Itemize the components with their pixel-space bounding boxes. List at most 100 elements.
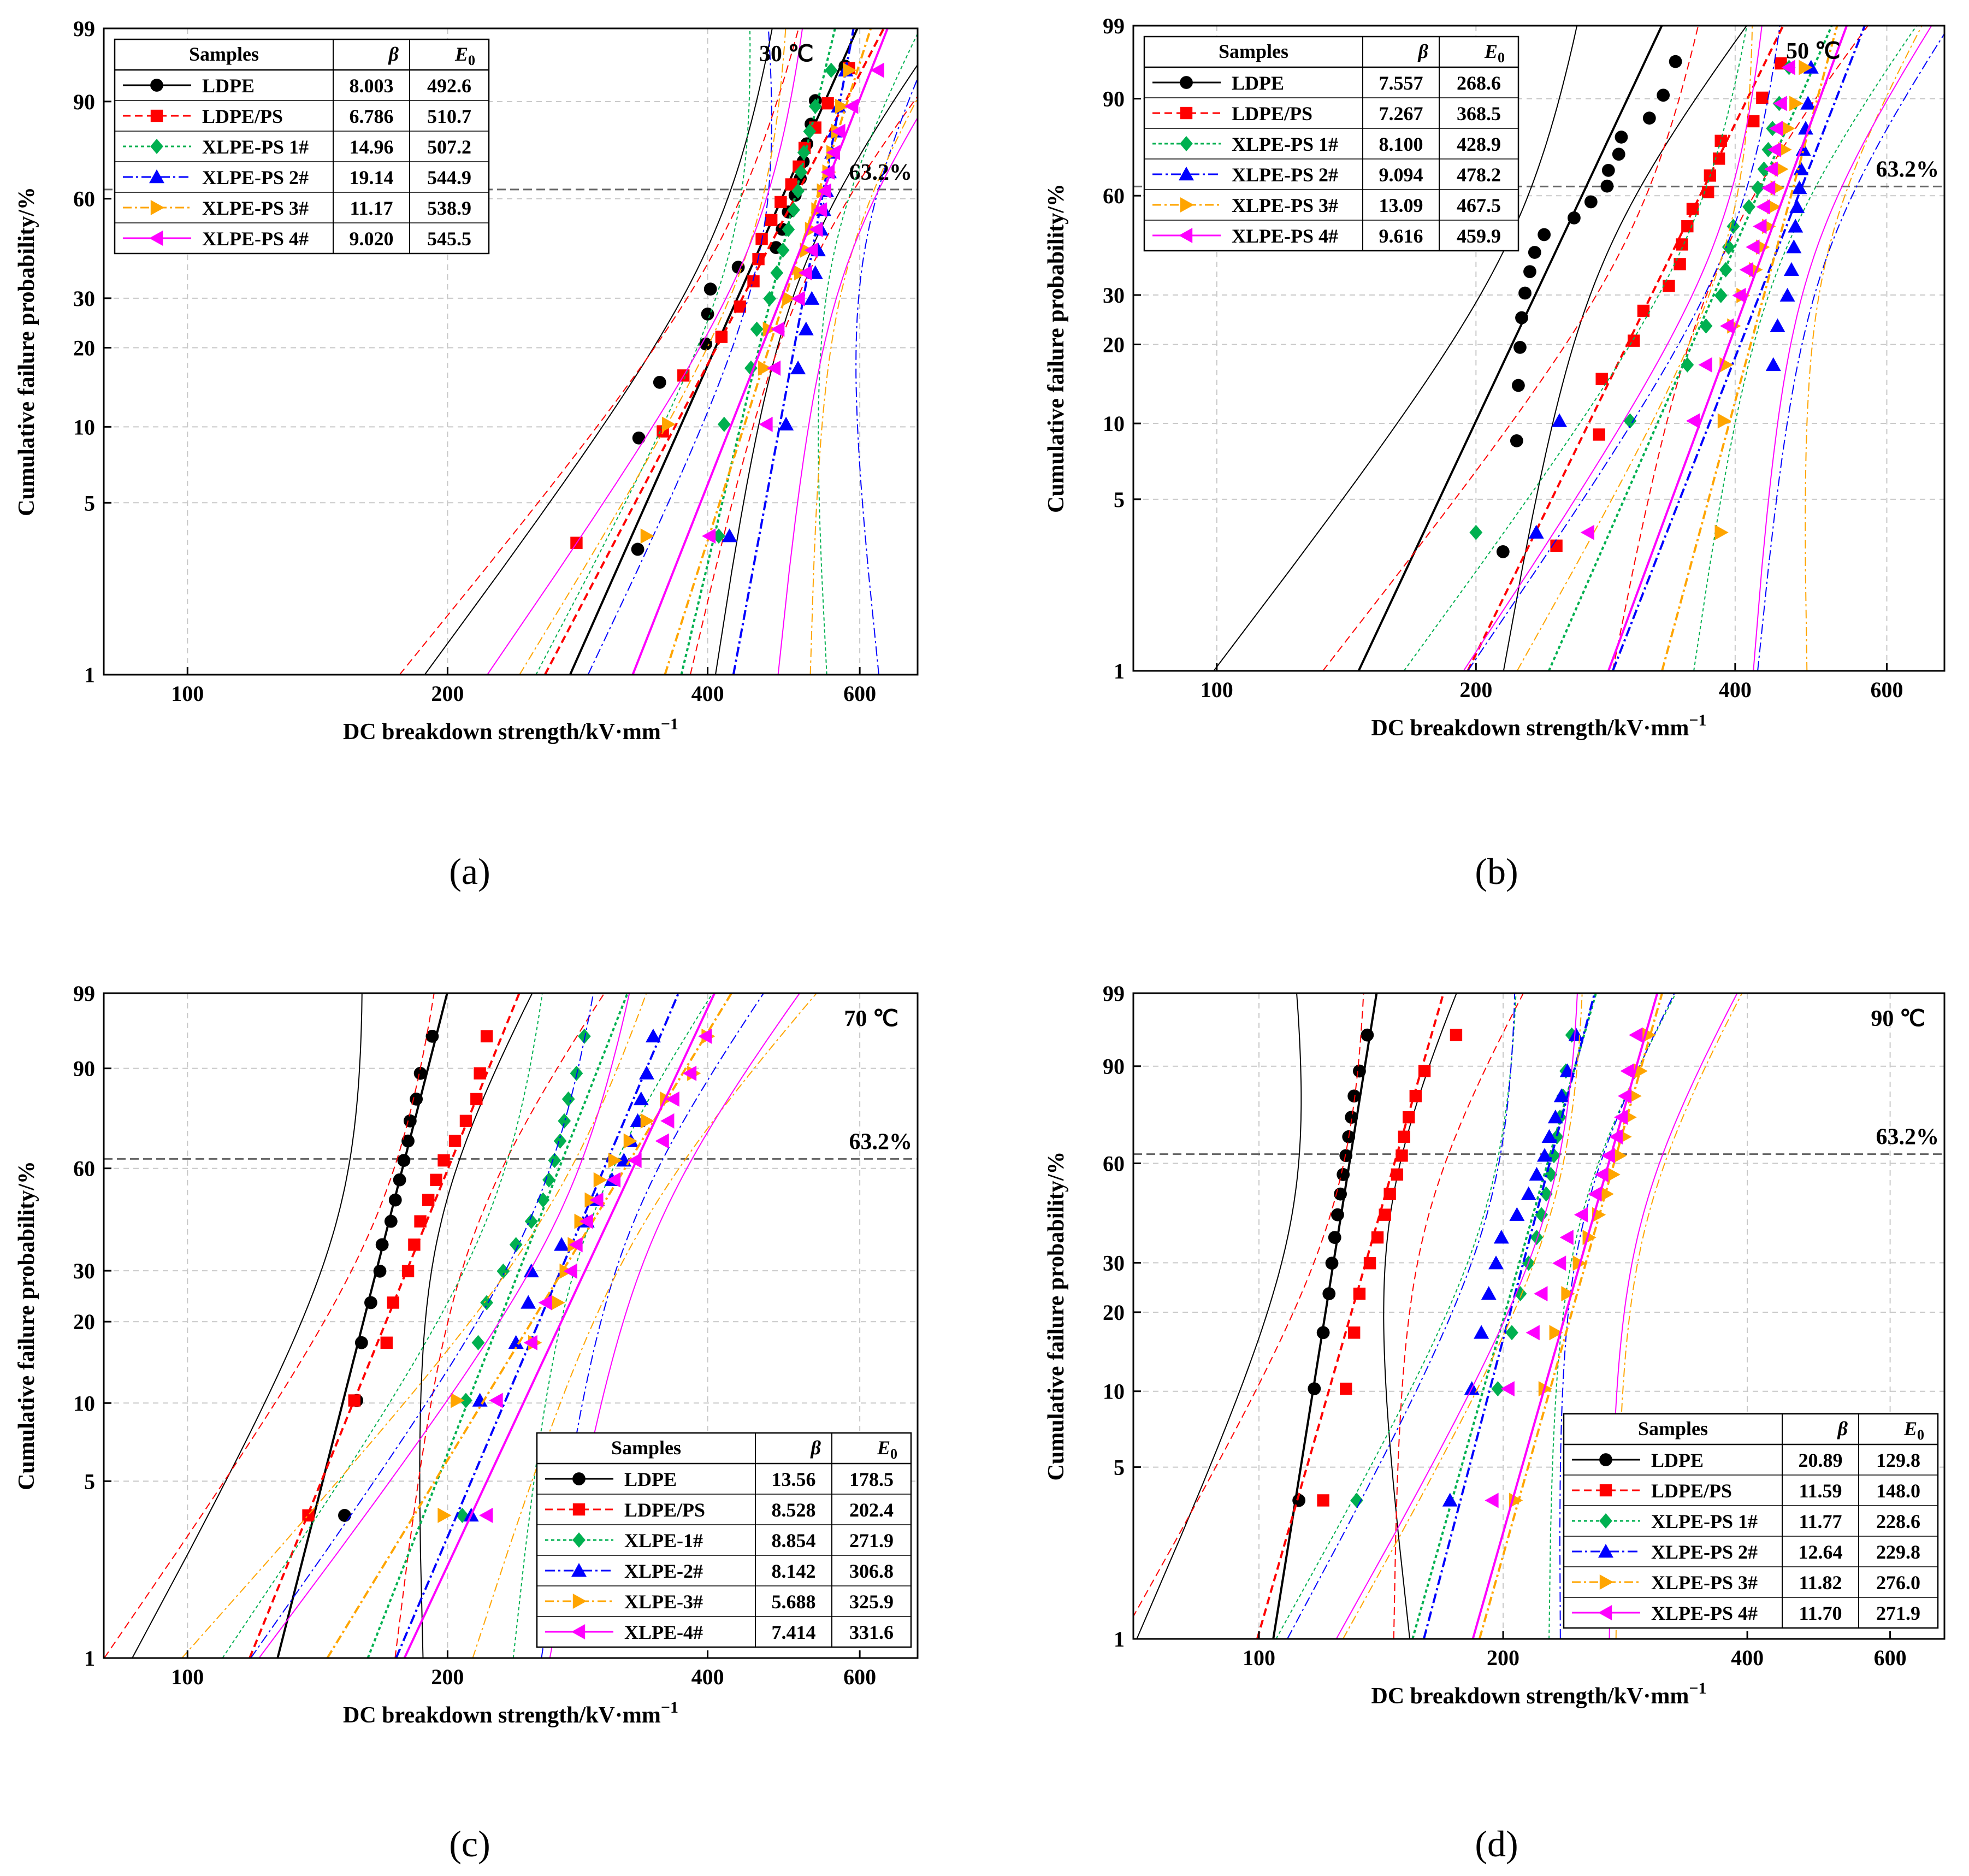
data-point-XLPE-PS 4# (1746, 239, 1760, 255)
data-point-XLPE-4# (660, 1113, 675, 1129)
confidence-bound-XLPE-PS 1# (1275, 993, 1517, 1639)
data-point-XLPE-2# (472, 1393, 488, 1407)
legend-header-e0-sub: 0 (468, 52, 475, 68)
data-point-LDPE/PS (1681, 220, 1694, 233)
data-point-LDPE/PS (1674, 258, 1686, 270)
data-point-XLPE-PS 2# (1789, 199, 1805, 213)
data-point-LDPE (1600, 179, 1614, 193)
legend-e0: 492.6 (427, 75, 471, 97)
data-point-XLPE-PS 1# (1623, 413, 1637, 429)
data-point-XLPE-4# (523, 1335, 537, 1350)
data-point-XLPE-PS 1# (763, 291, 777, 306)
temperature-label: 70 ℃ (844, 1006, 898, 1031)
confidence-bound-XLPE-PS 1# (1693, 26, 1918, 671)
x-axis-title-main: DC breakdown strength/kV·mm (1371, 716, 1689, 741)
fit-line-LDPE (1357, 26, 1663, 671)
data-point-XLPE-PS 4# (1629, 1027, 1643, 1043)
data-point-LDPE (632, 431, 646, 445)
legend-name: LDPE/PS (202, 105, 283, 127)
legend: Samples β E0 LDPE 8.003 492.6 LDPE/PS 6.786 510.… (114, 38, 490, 255)
data-point-LDPE (1347, 1089, 1361, 1103)
data-point-LDPE/PS (1353, 1287, 1366, 1300)
data-point-XLPE-PS 3# (782, 291, 796, 306)
confidence-bound-XLPE-3# (472, 993, 818, 1658)
data-point-XLPE-4# (489, 1393, 503, 1408)
data-point-XLPE-PS 2# (1493, 1230, 1509, 1244)
data-point-XLPE-PS 4# (1525, 1325, 1540, 1341)
legend-name: XLPE-PS 3# (1651, 1572, 1758, 1594)
data-point-LDPE (1510, 434, 1523, 447)
data-point-XLPE-PS 3# (1717, 413, 1732, 429)
data-point-XLPE-PS 4# (702, 528, 716, 544)
y-tick-label: 5 (1114, 1455, 1125, 1480)
x-axis-title-main: DC breakdown strength/kV·mm (343, 719, 661, 745)
data-point-XLPE-PS 4# (831, 123, 845, 139)
reference-line-label: 63.2% (1876, 1125, 1940, 1150)
confidence-bound-XLPE-PS 4# (1463, 26, 1763, 671)
data-point-LDPE/PS (1686, 203, 1699, 215)
data-point-XLPE-PS 1# (1751, 180, 1765, 196)
confidence-bound-LDPE (1136, 993, 1302, 1639)
plot-area (104, 993, 818, 1658)
y-tick-label: 90 (1103, 87, 1125, 111)
caption-c: (c) (449, 1823, 490, 1865)
data-point-LDPE/PS (1676, 238, 1688, 251)
legend-header-e0: E0 (1484, 40, 1505, 66)
x-axis-title: DC breakdown strength/kV·mm−1 (1371, 1679, 1707, 1709)
confidence-bound-XLPE-1# (222, 993, 543, 1658)
data-point-LDPE/PS (1317, 1494, 1329, 1507)
data-point-LDPE/PS (448, 1135, 462, 1147)
legend-e0: 271.9 (1876, 1602, 1920, 1624)
data-point-XLPE-PS 3# (758, 360, 772, 376)
legend: Samples β E0 LDPE 13.56 178.5 LDPE/PS 8.528 202.… (536, 1432, 912, 1648)
legend-e0: 276.0 (1876, 1572, 1920, 1594)
y-tick-label: 20 (1103, 1300, 1125, 1325)
x-axis-title: DC breakdown strength/kV·mm−1 (343, 715, 678, 745)
data-point-XLPE-1# (496, 1263, 510, 1279)
data-point-LDPE/PS (1712, 152, 1725, 165)
data-point-XLPE-PS 4# (1609, 1129, 1623, 1145)
data-point-XLPE-1# (509, 1237, 523, 1253)
data-point-XLPE-PS 2# (1791, 180, 1807, 194)
data-point-XLPE-PS 1# (1742, 199, 1755, 215)
y-tick-label: 60 (73, 187, 95, 211)
data-point-XLPE-PS 1# (1681, 357, 1694, 373)
legend-e0: 538.9 (427, 197, 471, 219)
legend-name: XLPE-PS 3# (202, 197, 309, 219)
data-point-XLPE-PS 1# (1491, 1381, 1505, 1397)
data-point-XLPE-PS 1# (824, 62, 838, 78)
y-tick-label: 99 (73, 981, 95, 1006)
data-point-LDPE (1568, 211, 1581, 225)
legend-marker-XLPE-PS 4# (1179, 228, 1193, 243)
data-point-XLPE-PS 2# (1528, 524, 1544, 539)
data-point-XLPE-PS 2# (1529, 1166, 1545, 1181)
y-tick-label: 20 (73, 1309, 95, 1334)
plot-area (1213, 26, 1944, 671)
legend-header-e0-main: E (454, 43, 468, 65)
data-point-XLPE-1# (471, 1335, 485, 1350)
legend-header-e0: E0 (1903, 1418, 1924, 1443)
legend-e0: 306.8 (849, 1560, 894, 1582)
data-point-LDPE/PS (480, 1030, 493, 1043)
legend-marker-LDPE (150, 79, 163, 92)
data-point-LDPE (1515, 311, 1528, 325)
legend-beta: 6.786 (350, 105, 394, 127)
legend-header-beta: β (810, 1437, 821, 1459)
caption-d: (d) (1475, 1823, 1518, 1865)
y-tick-label: 5 (84, 1469, 95, 1494)
data-point-XLPE-PS 2# (1541, 1129, 1557, 1143)
data-point-XLPE-PS 3# (1549, 1325, 1563, 1341)
data-point-LDPE/PS (408, 1238, 421, 1251)
legend-header-e0: E0 (454, 43, 475, 68)
data-point-LDPE (1538, 228, 1551, 241)
data-point-XLPE-PS 2# (1481, 1286, 1497, 1300)
data-point-XLPE-1# (578, 1028, 591, 1044)
data-point-XLPE-PS 1# (1714, 287, 1728, 303)
legend-beta: 8.142 (772, 1560, 816, 1582)
legend-name: XLPE-PS 1# (202, 136, 309, 158)
legend-beta: 11.82 (1799, 1572, 1842, 1594)
data-point-LDPE/PS (1756, 91, 1769, 104)
data-point-LDPE/PS (380, 1336, 393, 1349)
data-point-LDPE/PS (348, 1394, 360, 1407)
x-axis-title-sup: −1 (1689, 1679, 1706, 1697)
